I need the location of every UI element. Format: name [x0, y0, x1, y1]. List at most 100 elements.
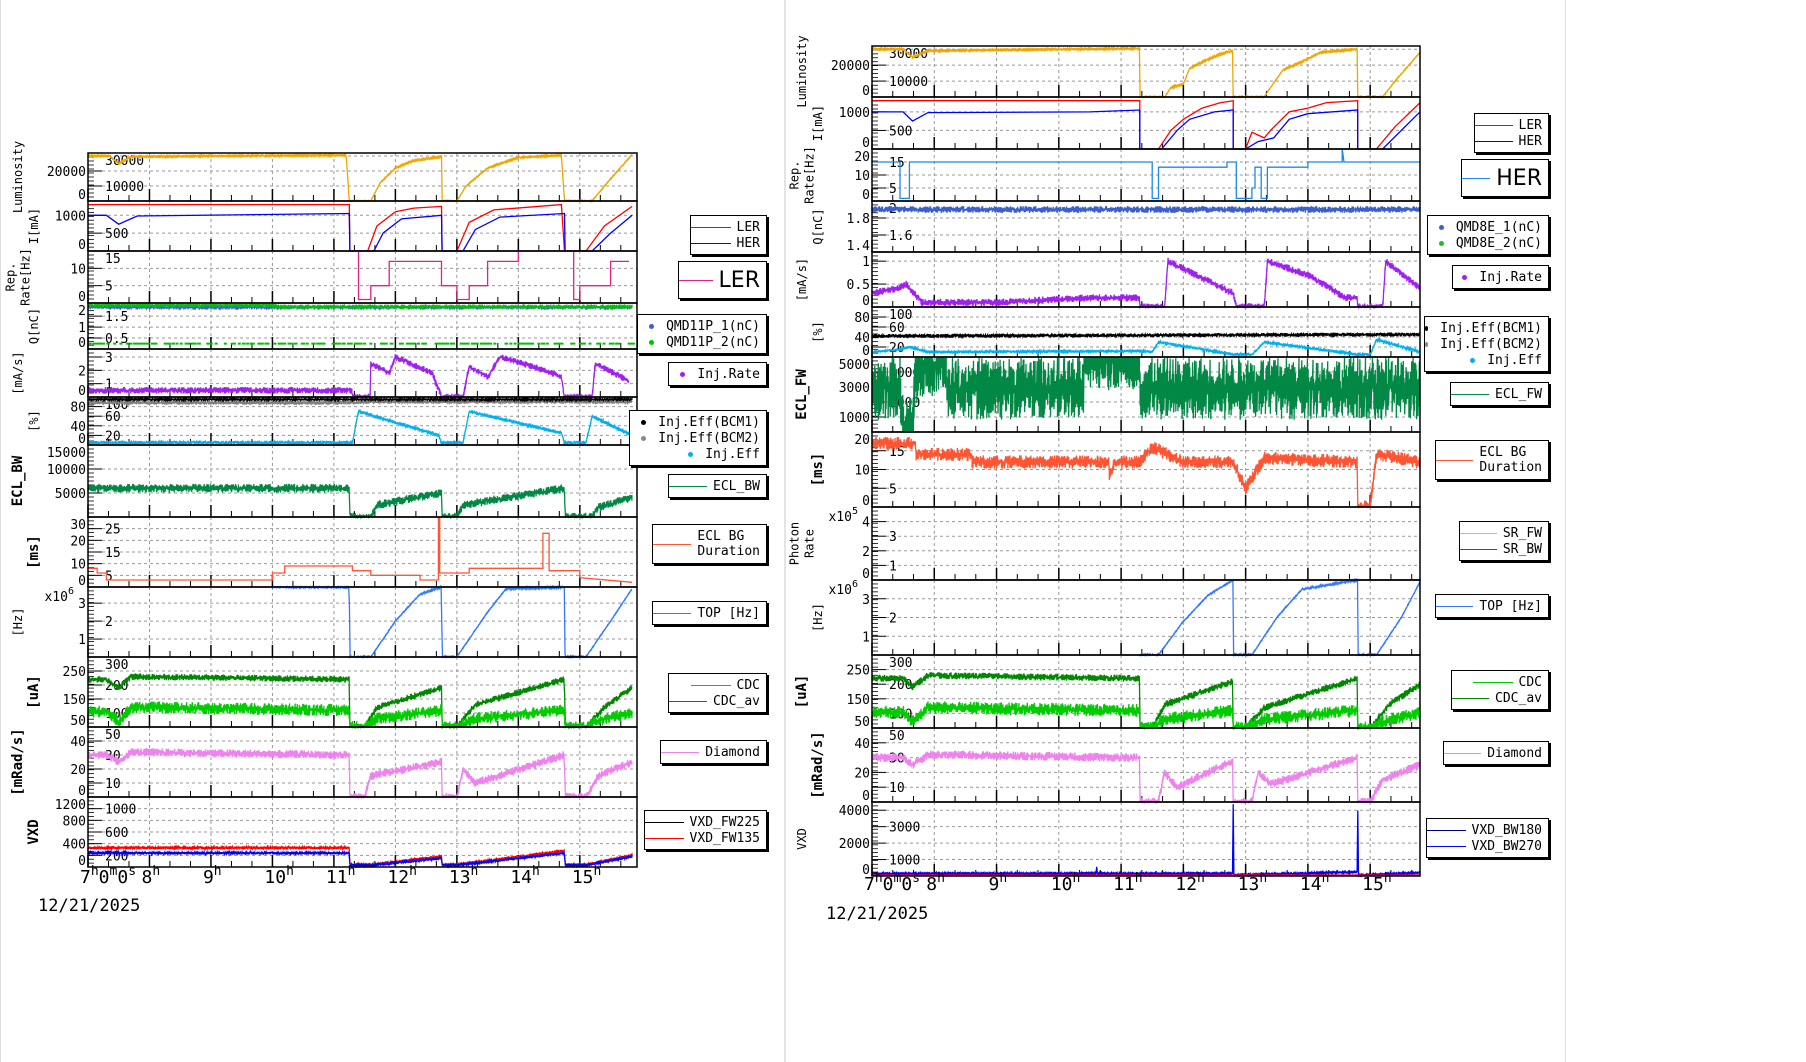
y-axis-label: [%] [27, 410, 41, 432]
legend-entry: QMD11P_1(nC) [638, 318, 766, 334]
legend-entry: CDC [669, 677, 766, 693]
legend-marker [1470, 357, 1476, 363]
y-tick-label: 1 [78, 633, 86, 648]
x-tick-label: 11h [326, 864, 356, 888]
legend-entry: Inj.Eff [630, 446, 766, 462]
y-axis-label: I[mA] [811, 105, 825, 141]
y-tick-label: 1 [78, 321, 86, 336]
y-tick-label: 0.5 [105, 332, 128, 347]
y-tick-label: 300 [889, 656, 912, 671]
series-inj-eff-bcm1- [87, 395, 633, 403]
panel--hz-: 1 2 3 [Hz]x106 [811, 577, 1421, 657]
x-tick-unit: h [348, 864, 356, 879]
y-tick-label: 1 [889, 559, 897, 574]
y-tick-label: 0 [862, 789, 870, 804]
y-tick-label: 1000 [839, 411, 870, 426]
legend-label: Inj.Eff(BCM1) [658, 414, 760, 430]
panel-q-nc-: 0 0.5 1 1.5 2 Q[nC] [27, 301, 638, 351]
y-tick-label: 0 [862, 294, 870, 309]
legend-ecl-bw: ECL_BW [668, 474, 767, 498]
legend-marker [1427, 845, 1466, 847]
y-tick-label: 3 [105, 351, 113, 366]
series-her [872, 109, 1421, 150]
y-axis-label: Q[nC] [811, 208, 825, 244]
series-cdc-av [871, 672, 1421, 731]
legend-rep-rate-hz-: LER [678, 261, 767, 299]
panel-rep-rate-hz-: 0 5 10 15 Rep. Rate[Hz] [4, 248, 638, 306]
legend-label: CDC [736, 677, 760, 693]
legend-label: VXD_FW135 [689, 830, 760, 846]
panel-frame [87, 586, 638, 658]
x-tick-unit: h [471, 864, 479, 879]
y-tick-label: 15 [105, 546, 121, 561]
legend--ua-: CDC CDC_av [1451, 670, 1549, 710]
legend-entry: HER [691, 235, 766, 251]
y-axis-label: [ms] [810, 453, 826, 487]
series-ler [88, 250, 629, 301]
y-multiplier-exponent: 6 [68, 586, 74, 597]
legend-label: QMD11P_2(nC) [666, 334, 760, 350]
y-tick-label: 5 [105, 280, 113, 295]
legend-marker [645, 821, 684, 823]
legend-marker [669, 700, 708, 702]
y-tick-label: 150 [63, 693, 86, 708]
legend-marker [1438, 240, 1444, 246]
legend-label: LER [718, 267, 760, 293]
legend-entry: LER [1475, 117, 1548, 133]
y-tick-label: 20 [854, 433, 870, 448]
x-tick-unit: h [875, 871, 883, 886]
x-tick-label: 13h [449, 864, 479, 888]
x-tick-part: s [128, 864, 136, 879]
y-tick-label: 3 [78, 597, 86, 612]
y-tick-label: 1.8 [847, 212, 870, 227]
y-tick-label: 20 [70, 534, 86, 549]
series-inj-eff [87, 408, 633, 447]
y-tick-label: 300 [105, 658, 128, 673]
y-tick-label: 20 [854, 150, 870, 165]
series-ler [88, 203, 633, 252]
legend-i-ma-: LER HER [1474, 113, 1549, 153]
y-tick-label: 10 [70, 558, 86, 573]
legend-label: TOP [Hz] [697, 605, 760, 621]
legend-entry: Inj.Rate [669, 366, 766, 382]
legend-q-nc-: QMD8E_1(nC) QMD8E_2(nC) [1427, 215, 1549, 255]
panel-frame [871, 306, 1421, 358]
y-tick-label: 40 [854, 331, 870, 346]
y-tick-label: 4 [862, 516, 870, 531]
y-tick-label: 500 [889, 124, 912, 139]
y-tick-label: 2000 [839, 837, 870, 852]
y-tick-label: 2 [889, 612, 897, 627]
legend-label: ECL_FW [1495, 386, 1542, 402]
x-tick-label: 7h0m0s [80, 864, 136, 888]
y-tick-label: 0 [78, 432, 86, 447]
x-tick-unit: h [532, 864, 540, 879]
y-tick-label: 1 [862, 255, 870, 270]
series-ecl-bw [87, 483, 633, 520]
panel--ma-s-: 00.5 1 [mA/s] [795, 251, 1421, 310]
y-tick-label: 0 [78, 854, 86, 869]
series-top-hz- [271, 584, 633, 659]
legend-marker [641, 435, 647, 441]
legend-label: HER [1496, 165, 1542, 191]
x-tick-label: 10h [1051, 871, 1081, 895]
date-label-right: 12/21/2025 [826, 904, 929, 924]
panel-vxd: 0 1000 2000 3000 4000 VXD [795, 801, 1421, 878]
legend-label: LER [1518, 117, 1542, 133]
y-tick-label: 10000 [105, 180, 144, 195]
legend--: Inj.Eff(BCM1) Inj.Eff(BCM2) Inj.Eff [1424, 316, 1549, 372]
legend-vxd: VXD_BW180 VXD_BW270 [1426, 818, 1549, 858]
panel-frame [87, 200, 638, 252]
x-tick-unit: h [937, 871, 945, 886]
series-qmd8e-1-nc- [871, 205, 1421, 214]
series-vxd-bw270 [871, 804, 1421, 878]
legend--ua-: CDC CDC_av [668, 673, 767, 713]
y-tick-label: 0 [78, 384, 86, 399]
y-tick-label: 25 [105, 523, 121, 538]
legend-entry: VXD_FW135 [645, 830, 766, 846]
legend-label: ECL BG Duration [697, 529, 760, 559]
y-tick-label: 250 [847, 664, 870, 679]
